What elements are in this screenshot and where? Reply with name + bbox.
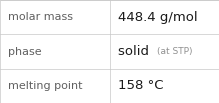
Text: molar mass: molar mass xyxy=(8,12,73,22)
Text: 448.4 g/mol: 448.4 g/mol xyxy=(118,11,197,24)
Text: 158 °C: 158 °C xyxy=(118,79,163,92)
Text: (at STP): (at STP) xyxy=(157,47,193,56)
Text: melting point: melting point xyxy=(8,81,83,91)
Text: solid: solid xyxy=(118,45,157,58)
Text: phase: phase xyxy=(8,46,42,57)
